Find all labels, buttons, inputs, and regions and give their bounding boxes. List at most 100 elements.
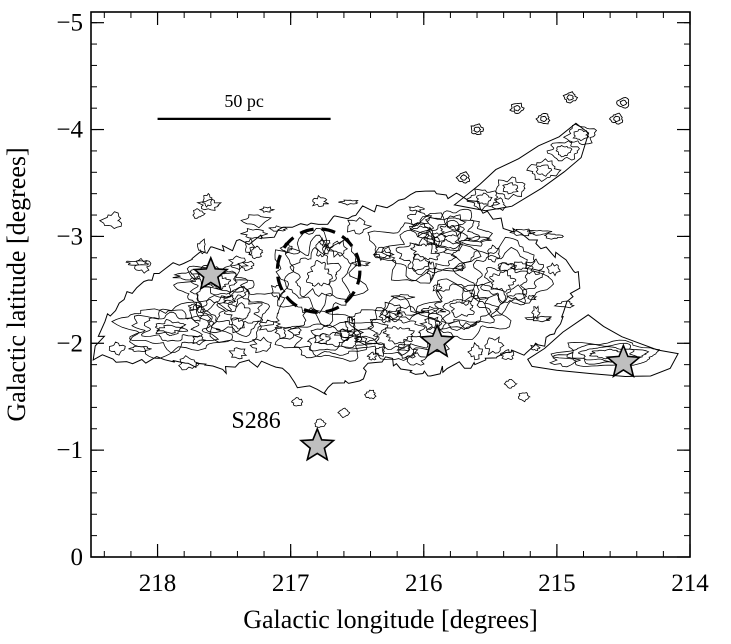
contour-fragment <box>448 319 478 330</box>
contour-fragment <box>531 305 541 321</box>
contour-fragment <box>524 315 552 323</box>
contour-fragment <box>497 262 517 272</box>
contour-southern-filament-level <box>495 176 526 200</box>
x-tick-label: 216 <box>405 570 443 597</box>
contour-fragment <box>347 217 372 235</box>
contour-fragment <box>518 392 531 403</box>
contour-fragment <box>245 238 256 256</box>
contour-fragment <box>364 389 377 400</box>
contour-fragment <box>408 205 425 212</box>
contour-fragment <box>503 379 518 389</box>
plot-frame-layer <box>90 11 691 558</box>
contour-fragment <box>384 309 404 322</box>
contour-fragment <box>274 326 302 340</box>
contour-southern-filament-level <box>476 192 493 205</box>
contour-fragment <box>379 301 402 320</box>
y-tick-label: 0 <box>71 544 84 571</box>
contour-fragment <box>491 197 507 211</box>
contour-isolated-clump <box>613 115 621 122</box>
contour-fragment <box>128 345 152 353</box>
contour-isolated-clump <box>473 126 482 133</box>
scale-bar-label: 50 pc <box>224 91 264 111</box>
contour-fragment <box>506 284 528 301</box>
contour-fragment <box>315 237 328 258</box>
contour-main-cloud-level <box>381 225 466 282</box>
contour-fragment <box>344 316 356 334</box>
plot-frame <box>90 11 691 558</box>
contour-fragment <box>230 317 245 334</box>
contour-fragment <box>549 352 581 368</box>
contour-southern-filament-level <box>572 128 590 142</box>
contour-fragment <box>240 214 272 229</box>
contour-fragment <box>373 249 392 261</box>
contour-fragment <box>328 239 348 258</box>
dashed-circle <box>275 227 362 314</box>
contour-main-cloud-level <box>409 208 494 254</box>
contour-main-cloud-level <box>439 224 462 238</box>
star-marker <box>299 426 336 462</box>
contour-main-cloud-level <box>306 324 363 352</box>
y-tick-label: −1 <box>56 437 83 464</box>
contour-fragment <box>189 303 205 322</box>
contour-main-cloud-level <box>215 294 264 330</box>
contour-fragment <box>178 355 201 371</box>
contour-fragment <box>411 253 432 272</box>
contour-fragment <box>484 336 505 356</box>
contour-fragment <box>543 233 565 240</box>
contour-fragment <box>527 229 553 236</box>
contour-main-cloud-level <box>195 286 286 344</box>
contour-northeast-clump-level <box>550 339 661 368</box>
contour-fragment <box>461 286 475 306</box>
y-axis-title: Galactic latitude [degrees] <box>2 147 31 421</box>
contour-fragment <box>467 341 483 361</box>
contour-main-cloud-level <box>395 236 458 276</box>
contour-fragment <box>202 192 213 208</box>
contour-main-cloud-level <box>317 331 350 348</box>
x-tick-label: 215 <box>538 570 576 597</box>
contour-fragment <box>322 244 331 255</box>
contour-main-cloud-level <box>417 217 481 250</box>
contour-southern-filament-level <box>555 145 573 158</box>
contour-main-cloud-level <box>129 308 220 353</box>
contour-main-cloud-level <box>289 247 342 298</box>
contour-fragment <box>240 227 268 240</box>
contour-fragment <box>338 199 359 206</box>
contour-fragment <box>354 335 375 343</box>
contour-southern-filament-level <box>526 158 562 183</box>
contour-layer <box>92 91 679 428</box>
contour-fragment <box>499 349 515 361</box>
contour-isolated-clump <box>509 102 525 114</box>
contour-fragment <box>372 246 395 258</box>
contour-main-cloud-outer <box>92 190 581 396</box>
x-tick-label: 218 <box>139 570 177 597</box>
contour-isolated-clump <box>616 97 630 109</box>
contour-fragment <box>455 265 465 272</box>
contour-fragment <box>525 258 544 276</box>
contour-main-cloud-level <box>155 319 189 337</box>
contour-fragment <box>546 262 561 277</box>
star-marker <box>192 255 230 291</box>
contour-fragment <box>223 294 237 305</box>
contour-isolated-clump <box>470 123 485 135</box>
contour-fragment <box>249 336 272 354</box>
contour-fragment <box>432 283 443 293</box>
contour-fragment <box>248 245 264 260</box>
contour-southern-filament-level <box>535 164 553 177</box>
contour-fragment <box>350 260 372 267</box>
contour-fragment <box>366 351 377 361</box>
contour-main-cloud-level <box>452 236 554 318</box>
contour-fragment <box>396 343 412 352</box>
contour-main-cloud-level <box>111 301 233 359</box>
contour-fragment <box>290 397 304 407</box>
contour-isolated-clump <box>566 94 574 101</box>
contour-isolated-clump <box>608 112 624 125</box>
contour-main-cloud-level <box>410 242 440 262</box>
contour-fragment <box>258 206 276 213</box>
contour-fragment <box>337 407 351 419</box>
contour-fragment <box>279 242 293 254</box>
contour-fragment <box>228 347 248 360</box>
star-marker <box>418 323 456 358</box>
x-axis-title: Galactic longitude [degrees] <box>243 605 538 634</box>
contour-southern-filament-level <box>562 123 598 146</box>
